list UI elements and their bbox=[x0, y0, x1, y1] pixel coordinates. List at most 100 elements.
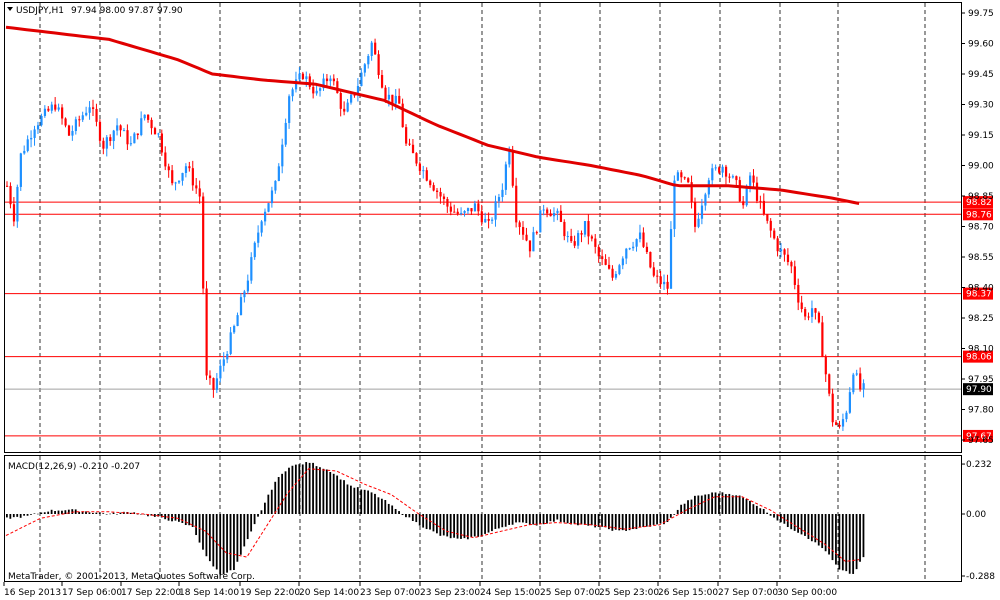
candle-body bbox=[515, 185, 518, 223]
candle-body bbox=[195, 185, 198, 189]
macd-bar bbox=[504, 514, 507, 527]
candle-body bbox=[78, 119, 81, 121]
macd-bar bbox=[745, 499, 748, 514]
macd-bar bbox=[652, 514, 655, 525]
candle-body bbox=[40, 115, 43, 126]
macd-bar bbox=[621, 514, 624, 531]
candle-body bbox=[116, 125, 119, 131]
macd-bar bbox=[312, 462, 314, 514]
candle-body bbox=[477, 203, 480, 212]
candle-body bbox=[821, 322, 824, 357]
macd-bar bbox=[522, 514, 524, 523]
candle-body bbox=[408, 143, 411, 145]
candle-body bbox=[64, 118, 67, 126]
candle-body bbox=[652, 267, 655, 276]
macd-bar bbox=[26, 514, 29, 516]
macd-bar bbox=[752, 504, 755, 514]
macd-bar bbox=[325, 469, 328, 514]
candle-body bbox=[294, 79, 298, 90]
macd-bar bbox=[143, 514, 146, 515]
macd-bar bbox=[535, 514, 538, 526]
candle-body bbox=[143, 114, 146, 119]
candle-body bbox=[105, 137, 108, 149]
candle-body bbox=[425, 170, 428, 181]
candle-body bbox=[608, 264, 611, 269]
macd-bar bbox=[848, 514, 851, 574]
candle-body bbox=[343, 108, 346, 112]
candle-body bbox=[188, 166, 191, 169]
macd-bar bbox=[336, 475, 339, 514]
macd-bar bbox=[711, 492, 713, 514]
macd-bar bbox=[85, 511, 87, 514]
level-price-label: 98.06 bbox=[966, 353, 992, 363]
x-tick-label: 19 Sep 22:00 bbox=[240, 588, 300, 598]
macd-bar bbox=[845, 514, 848, 572]
macd-bar bbox=[587, 514, 590, 526]
candle-body bbox=[580, 233, 583, 235]
candle-body bbox=[339, 92, 342, 109]
ohlc-label: 97.94 98.00 97.87 97.90 bbox=[71, 6, 183, 16]
macd-bar bbox=[501, 514, 504, 528]
macd-bar bbox=[239, 514, 242, 555]
macd-bar bbox=[824, 514, 827, 552]
candle-body bbox=[663, 281, 666, 285]
macd-bar bbox=[411, 514, 414, 522]
candle-body bbox=[618, 265, 621, 274]
macd-bar bbox=[793, 514, 796, 531]
candle-body bbox=[783, 249, 786, 255]
candle-body bbox=[766, 214, 769, 221]
macd-bar bbox=[817, 514, 820, 546]
candle-body bbox=[95, 108, 98, 122]
candle-body bbox=[301, 73, 305, 80]
macd-bar bbox=[601, 514, 603, 527]
macd-bar bbox=[466, 514, 469, 540]
macd-bar bbox=[859, 514, 861, 562]
macd-bar bbox=[184, 514, 187, 526]
candle-body bbox=[659, 276, 662, 285]
candle-body bbox=[236, 315, 239, 327]
macd-bar bbox=[480, 514, 483, 537]
macd-bar bbox=[559, 514, 562, 522]
macd-bar bbox=[828, 514, 830, 555]
macd-bar bbox=[484, 514, 486, 534]
candle-body bbox=[54, 104, 57, 110]
candle-body bbox=[432, 185, 435, 191]
macd-bar bbox=[322, 468, 325, 514]
macd-bar bbox=[473, 514, 476, 537]
x-tick-label: 30 Sep 00:00 bbox=[777, 588, 837, 598]
candle-body bbox=[61, 107, 64, 119]
candle-body bbox=[418, 163, 421, 171]
candle-body bbox=[590, 236, 593, 239]
candle-body bbox=[405, 127, 408, 144]
macd-bar bbox=[687, 500, 689, 514]
dropdown-arrow-icon[interactable] bbox=[7, 7, 13, 11]
macd-bar bbox=[129, 512, 132, 514]
macd-bar bbox=[43, 512, 46, 514]
macd-bar bbox=[429, 514, 431, 530]
macd-bar bbox=[284, 471, 287, 514]
macd-bar bbox=[804, 514, 806, 536]
macd-bar bbox=[367, 490, 369, 514]
macd-bar bbox=[797, 514, 799, 533]
macd-bar bbox=[666, 514, 669, 523]
macd-bar bbox=[105, 514, 108, 515]
candle-body bbox=[253, 242, 256, 258]
macd-bar bbox=[611, 514, 614, 531]
macd-bar bbox=[219, 514, 222, 575]
candle-body bbox=[122, 130, 126, 132]
macd-bar bbox=[704, 494, 707, 514]
macd-bar bbox=[762, 508, 765, 514]
macd-bar bbox=[432, 514, 435, 532]
horizontal-levels[interactable]: 98.82 98.76 98.37 98.06 97.67 97.90 bbox=[5, 196, 993, 442]
macd-bar bbox=[549, 514, 552, 522]
candle-body bbox=[855, 373, 858, 375]
level-price-box bbox=[963, 208, 993, 221]
macd-bar bbox=[92, 512, 94, 514]
signal-line bbox=[5, 468, 860, 562]
macd-bar bbox=[298, 464, 301, 514]
macd-bar bbox=[243, 514, 246, 547]
macd-bar bbox=[71, 509, 74, 514]
candle-body bbox=[150, 119, 153, 129]
macd-bar bbox=[195, 514, 197, 536]
